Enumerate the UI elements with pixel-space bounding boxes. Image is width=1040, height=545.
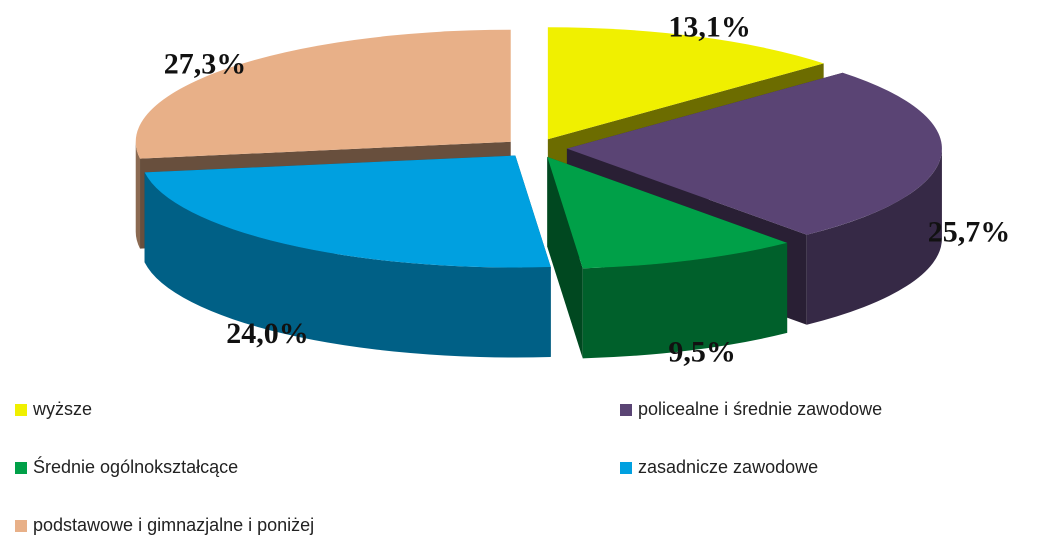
- slice-wall: [582, 242, 788, 359]
- slice-wall: [144, 172, 551, 358]
- legend-label: wyższe: [32, 399, 92, 419]
- data-label: 27,3%: [164, 48, 247, 81]
- legend-swatch: [620, 404, 632, 416]
- slice: [144, 155, 551, 358]
- slice-top: [547, 27, 824, 140]
- slice-wall: [806, 148, 942, 325]
- slice-top: [144, 155, 551, 268]
- legend-label: zasadnicze zawodowe: [638, 457, 818, 477]
- legend-label: policealne i średnie zawodowe: [638, 399, 882, 419]
- legend-label: Średnie ogólnokształcące: [33, 456, 238, 477]
- slice: [547, 156, 788, 359]
- legend-swatch: [620, 462, 632, 474]
- slice-top: [566, 72, 942, 235]
- data-label: 9,5%: [668, 336, 736, 369]
- legend-label: podstawowe i gimnazjalne i poniżej: [33, 515, 314, 535]
- slice-side: [547, 156, 583, 359]
- legend-swatch: [15, 404, 27, 416]
- data-label: 13,1%: [668, 11, 751, 44]
- data-label: 25,7%: [928, 216, 1011, 249]
- legend-swatch: [15, 520, 27, 532]
- legend-swatch: [15, 462, 27, 474]
- slice-top: [135, 29, 511, 159]
- slice-wall: [135, 141, 141, 249]
- data-label: 24,0%: [226, 317, 309, 350]
- slice-top: [547, 156, 788, 269]
